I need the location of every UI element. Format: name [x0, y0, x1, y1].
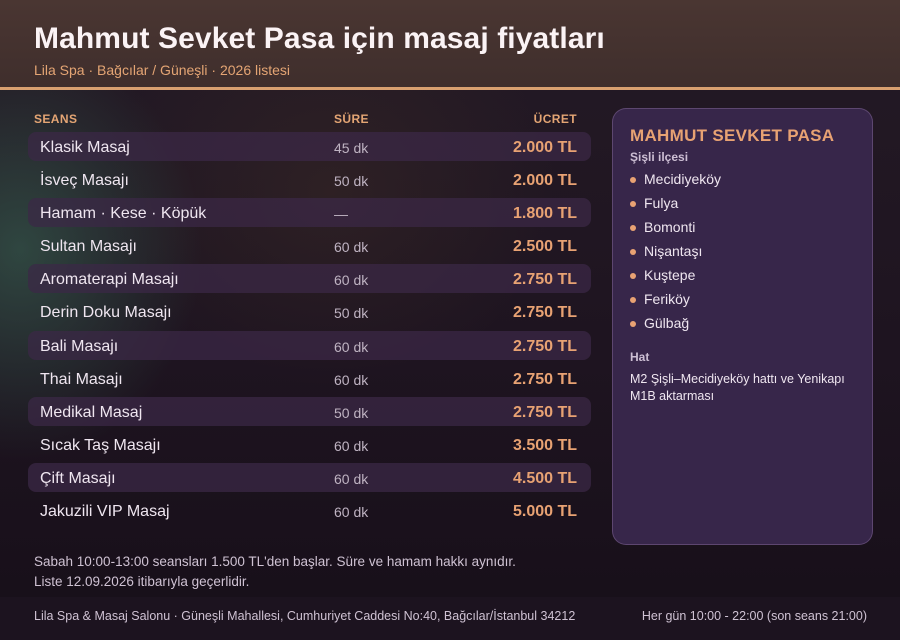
transit-label: Hat: [630, 350, 650, 364]
session-duration: 60 dk: [334, 437, 369, 454]
bullet-icon: [630, 249, 636, 255]
district-panel: MAHMUT SEVKET PASA Şişli ilçesi Mecidiye…: [612, 108, 873, 545]
note-line: Liste 12.09.2026 itibarıyla geçerlidir.: [34, 574, 250, 589]
district-name: Bomonti: [644, 219, 696, 235]
table-row: Aromaterapi Masajı 60 dk 2.750 TL: [28, 264, 591, 294]
list-item: Feriköy: [630, 291, 860, 315]
session-price: 5.000 TL: [512, 503, 577, 521]
session-price: 2.750 TL: [512, 271, 577, 289]
session-name: Sıcak Taş Masajı: [40, 436, 161, 454]
list-item: Gülbağ: [630, 315, 860, 339]
session-duration: 50 dk: [334, 404, 369, 421]
district-name: Feriköy: [644, 291, 690, 307]
table-row: Hamam · Kese · Köpük — 1.800 TL: [28, 198, 591, 228]
session-duration: 60 dk: [334, 504, 369, 521]
table-body: Klasik Masaj 45 dk 2.000 TL İsveç Masajı…: [28, 132, 591, 529]
session-price: 1.800 TL: [512, 205, 577, 223]
session-duration: 60 dk: [334, 239, 369, 256]
session-duration: 50 dk: [334, 305, 369, 322]
district-name: Fulya: [644, 195, 679, 211]
district-name: Nişantaşı: [644, 243, 703, 259]
column-header-duration: SÜRE: [334, 112, 369, 126]
session-price: 2.750 TL: [512, 337, 577, 355]
table-row: Bali Masajı 60 dk 2.750 TL: [28, 330, 591, 360]
session-price: 2.750 TL: [512, 370, 577, 388]
price-table: SEANS SÜRE ÜCRET Klasik Masaj 45 dk 2.00…: [28, 108, 591, 520]
session-duration: 45 dk: [334, 140, 369, 156]
session-name: Derin Doku Masajı: [40, 304, 172, 322]
session-duration: 60 dk: [334, 371, 369, 388]
list-item: Kuştepe: [630, 267, 860, 291]
session-duration: 60 dk: [334, 338, 369, 355]
page-footer: Lila Spa & Masaj Salonu · Güneşli Mahall…: [0, 597, 900, 640]
column-header-price: ÜCRET: [533, 112, 577, 126]
bullet-icon: [630, 201, 636, 207]
footer-address: Lila Spa & Masaj Salonu · Güneşli Mahall…: [34, 609, 576, 623]
note-line: Sabah 10:00-13:00 seansları 1.500 TL'den…: [34, 554, 516, 569]
session-price: 2.750 TL: [512, 304, 577, 322]
table-row: Thai Masajı 60 dk 2.750 TL: [28, 364, 591, 393]
list-item: Nişantaşı: [630, 243, 860, 267]
table-row: Derin Doku Masajı 50 dk 2.750 TL: [28, 297, 591, 326]
session-name: Çift Masajı: [40, 469, 116, 487]
session-price: 2.500 TL: [512, 238, 577, 256]
column-header-session: SEANS: [34, 112, 78, 126]
page-header: Mahmut Sevket Pasa için masaj fiyatları …: [0, 0, 900, 90]
list-item: Mecidiyeköy: [630, 171, 860, 195]
transit-text: M2 Şişli–Mecidiyeköy hattı ve Yenikapı M…: [630, 372, 845, 403]
bullet-icon: [630, 273, 636, 279]
session-duration: —: [334, 206, 348, 223]
district-list: Mecidiyeköy Fulya Bomonti Nişantaşı Kuşt…: [630, 171, 860, 339]
session-name: Bali Masajı: [40, 337, 119, 355]
session-price: 2.000 TL: [512, 139, 577, 156]
price-notes: Sabah 10:00-13:00 seansları 1.500 TL'den…: [34, 552, 516, 592]
bullet-icon: [630, 297, 636, 303]
session-name: Hamam · Kese · Köpük: [40, 205, 207, 223]
session-name: Medikal Masaj: [40, 403, 143, 421]
panel-title: MAHMUT SEVKET PASA: [630, 126, 835, 145]
session-duration: 60 dk: [334, 272, 369, 289]
session-price: 4.500 TL: [512, 469, 577, 487]
bullet-icon: [630, 321, 636, 327]
table-row: Jakuzili VIP Masaj 60 dk 5.000 TL: [28, 496, 591, 525]
table-row: Sultan Masajı 60 dk 2.500 TL: [28, 231, 591, 260]
session-name: İsveç Masajı: [40, 172, 129, 190]
session-duration: 60 dk: [334, 470, 369, 487]
page-title: Mahmut Sevket Pasa için masaj fiyatları: [34, 22, 605, 55]
list-item: Fulya: [630, 195, 860, 219]
table-row: Sıcak Taş Masajı 60 dk 3.500 TL: [28, 430, 591, 459]
table-row: Klasik Masaj 45 dk 2.000 TL: [28, 132, 591, 161]
table-row: İsveç Masajı 50 dk 2.000 TL: [28, 165, 591, 194]
session-name: Thai Masajı: [40, 370, 123, 388]
district-name: Gülbağ: [644, 315, 690, 331]
footer-hours: Her gün 10:00 - 22:00 (son seans 21:00): [641, 609, 867, 623]
table-row: Çift Masajı 60 dk 4.500 TL: [28, 462, 591, 492]
bullet-icon: [630, 225, 636, 231]
session-duration: 50 dk: [334, 173, 369, 190]
session-price: 2.750 TL: [512, 403, 577, 421]
list-item: Bomonti: [630, 219, 860, 243]
bullet-icon: [630, 177, 636, 183]
district-name: Mecidiyeköy: [644, 171, 722, 187]
table-header: SEANS SÜRE ÜCRET: [28, 108, 591, 130]
table-row: Medikal Masaj 50 dk 2.750 TL: [28, 396, 591, 426]
session-price: 2.000 TL: [512, 172, 577, 190]
session-name: Sultan Masajı: [40, 238, 137, 256]
session-name: Jakuzili VIP Masaj: [40, 503, 170, 521]
panel-subtitle: Şişli ilçesi: [630, 150, 689, 164]
session-name: Klasik Masaj: [40, 139, 130, 156]
page-subtitle: Lila Spa · Bağcılar / Güneşli · 2026 lis…: [34, 62, 291, 78]
district-name: Kuştepe: [644, 267, 696, 283]
session-price: 3.500 TL: [512, 436, 577, 454]
session-name: Aromaterapi Masajı: [40, 271, 179, 289]
